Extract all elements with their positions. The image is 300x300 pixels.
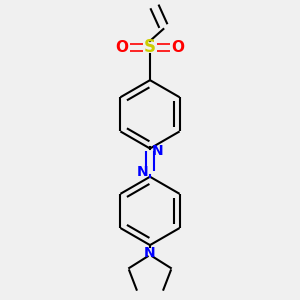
Text: N: N xyxy=(144,245,156,260)
Text: O: O xyxy=(115,40,128,55)
Text: S: S xyxy=(144,38,156,56)
Text: O: O xyxy=(172,40,185,55)
Text: N: N xyxy=(152,144,163,158)
Text: N: N xyxy=(137,165,148,179)
